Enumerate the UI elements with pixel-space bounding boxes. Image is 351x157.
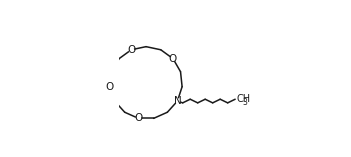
- Circle shape: [175, 99, 180, 103]
- Text: O: O: [106, 82, 114, 92]
- Text: O: O: [127, 45, 135, 55]
- Circle shape: [129, 48, 133, 52]
- Text: O: O: [134, 113, 143, 123]
- Text: CH: CH: [236, 94, 250, 104]
- Circle shape: [108, 84, 112, 89]
- Circle shape: [136, 116, 141, 121]
- Circle shape: [171, 57, 175, 61]
- Text: 3: 3: [243, 98, 247, 107]
- Text: N: N: [174, 96, 181, 106]
- Text: O: O: [169, 54, 177, 64]
